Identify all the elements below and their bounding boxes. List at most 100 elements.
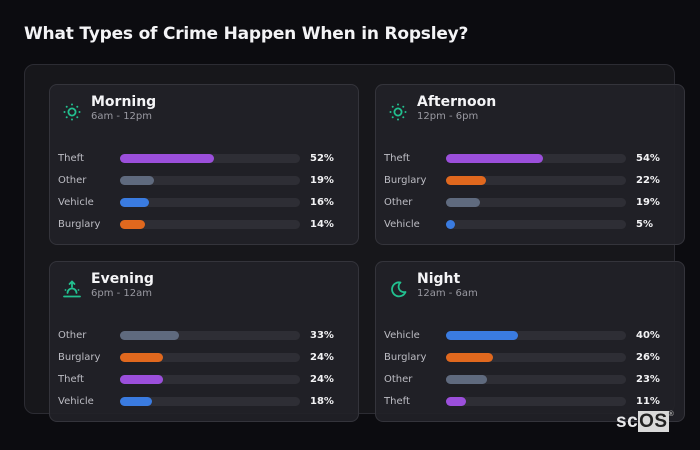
bar-track <box>120 396 300 406</box>
bar-fill <box>446 219 455 229</box>
bar-fill <box>120 330 180 340</box>
bar-label: Theft <box>58 152 84 164</box>
bar-track <box>120 219 300 229</box>
bar-track <box>446 374 626 384</box>
bar-label: Vehicle <box>58 196 94 208</box>
card-night: Night 12am - 6am Vehicle 40% Burglary 26% Ot… <box>375 261 685 422</box>
bar-row: Theft 52% <box>58 147 348 169</box>
bar-track <box>446 175 626 185</box>
bar-track <box>120 175 300 185</box>
bar-value: 24% <box>310 351 334 363</box>
card-morning: Morning 6am - 12pm Theft 52% Other 19% Vehic… <box>49 84 359 245</box>
bar-label: Burglary <box>58 218 101 230</box>
bar-label: Burglary <box>58 351 101 363</box>
bar-track <box>446 219 626 229</box>
bar-row: Other 23% <box>384 368 674 390</box>
bar-row: Theft 24% <box>58 368 348 390</box>
bar-fill <box>120 374 164 384</box>
bar-fill <box>120 219 146 229</box>
moon-icon <box>391 281 407 298</box>
bar-label: Vehicle <box>384 329 420 341</box>
bar-row: Vehicle 40% <box>384 324 674 346</box>
bar-row: Other 19% <box>58 169 348 191</box>
bar-fill <box>446 175 486 185</box>
bar-fill <box>120 153 214 163</box>
bar-label: Vehicle <box>384 218 420 230</box>
page-title: What Types of Crime Happen When in Ropsl… <box>24 24 469 44</box>
bar-track <box>120 330 300 340</box>
sunset-icon <box>63 280 81 298</box>
bar-label: Burglary <box>384 174 427 186</box>
bar-value: 52% <box>310 152 334 164</box>
card-title: Evening <box>91 271 154 287</box>
card-time-range: 12pm - 6pm <box>417 111 479 122</box>
bar-row: Burglary 26% <box>384 346 674 368</box>
bar-row: Vehicle 5% <box>384 213 674 235</box>
bar-value: 11% <box>636 395 660 407</box>
bar-label: Other <box>58 329 87 341</box>
card-title: Night <box>417 271 461 287</box>
bar-list: Vehicle 40% Burglary 26% Other 23% Theft 11% <box>384 324 674 412</box>
card-afternoon: Afternoon 12pm - 6pm Theft 54% Burglary 22%… <box>375 84 685 245</box>
bar-label: Burglary <box>384 351 427 363</box>
card-time-range: 6am - 12pm <box>91 111 153 122</box>
bar-value: 22% <box>636 174 660 186</box>
bar-track <box>120 153 300 163</box>
bar-fill <box>446 352 493 362</box>
bar-row: Burglary 22% <box>384 169 674 191</box>
bar-track <box>446 197 626 207</box>
bar-value: 33% <box>310 329 334 341</box>
bar-list: Theft 54% Burglary 22% Other 19% Vehicle 5% <box>384 147 674 235</box>
bar-value: 16% <box>310 196 334 208</box>
bar-track <box>446 352 626 362</box>
bar-value: 19% <box>310 174 334 186</box>
bar-value: 24% <box>310 373 334 385</box>
bar-track <box>446 330 626 340</box>
bar-label: Other <box>384 373 413 385</box>
bar-fill <box>120 396 153 406</box>
bar-track <box>120 352 300 362</box>
bar-row: Theft 11% <box>384 390 674 412</box>
bar-label: Theft <box>384 395 410 407</box>
bar-row: Other 19% <box>384 191 674 213</box>
bar-row: Theft 54% <box>384 147 674 169</box>
bar-label: Other <box>58 174 87 186</box>
bar-fill <box>120 352 164 362</box>
bar-label: Theft <box>384 152 410 164</box>
bar-value: 26% <box>636 351 660 363</box>
bar-row: Vehicle 16% <box>58 191 348 213</box>
bar-row: Burglary 14% <box>58 213 348 235</box>
bar-list: Theft 52% Other 19% Vehicle 16% Burglary 14% <box>58 147 348 235</box>
bar-fill <box>446 153 544 163</box>
bar-value: 18% <box>310 395 334 407</box>
sun-icon <box>63 103 81 121</box>
bar-track <box>120 374 300 384</box>
bar-fill <box>446 396 466 406</box>
bar-fill <box>446 197 481 207</box>
card-time-range: 12am - 6am <box>417 288 478 299</box>
bar-value: 5% <box>636 218 653 230</box>
card-title: Afternoon <box>417 94 497 110</box>
bar-value: 54% <box>636 152 660 164</box>
bar-label: Other <box>384 196 413 208</box>
bar-label: Vehicle <box>58 395 94 407</box>
bar-value: 14% <box>310 218 334 230</box>
sun-icon <box>389 103 407 121</box>
bar-value: 19% <box>636 196 660 208</box>
bar-row: Other 33% <box>58 324 348 346</box>
bar-fill <box>446 374 488 384</box>
bar-track <box>120 197 300 207</box>
card-time-range: 6pm - 12am <box>91 288 153 299</box>
scos-logo: scOS® <box>616 411 675 432</box>
bar-track <box>446 153 626 163</box>
bar-track <box>446 396 626 406</box>
bar-value: 23% <box>636 373 660 385</box>
bar-value: 40% <box>636 329 660 341</box>
bar-fill <box>120 175 155 185</box>
bar-row: Vehicle 18% <box>58 390 348 412</box>
bar-list: Other 33% Burglary 24% Theft 24% Vehicle 18% <box>58 324 348 412</box>
bar-label: Theft <box>58 373 84 385</box>
bar-fill <box>446 330 518 340</box>
card-title: Morning <box>91 94 157 110</box>
bar-row: Burglary 24% <box>58 346 348 368</box>
